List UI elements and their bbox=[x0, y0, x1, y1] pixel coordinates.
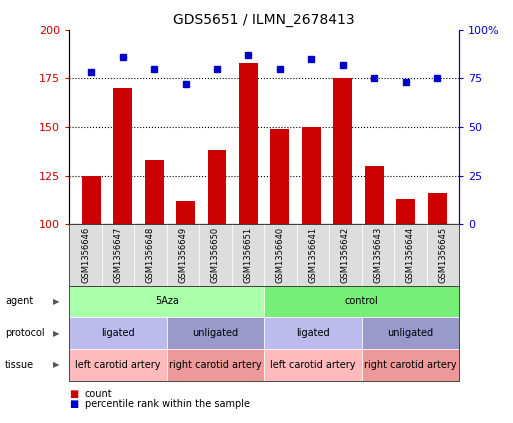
Bar bbox=[302, 127, 321, 224]
Text: right carotid artery: right carotid artery bbox=[169, 360, 262, 370]
Bar bbox=[208, 150, 226, 224]
Text: control: control bbox=[345, 297, 379, 306]
Text: GSM1356646: GSM1356646 bbox=[81, 227, 90, 283]
Text: GSM1356643: GSM1356643 bbox=[373, 227, 382, 283]
Text: ligated: ligated bbox=[101, 328, 135, 338]
Text: left carotid artery: left carotid artery bbox=[75, 360, 161, 370]
Text: unligated: unligated bbox=[387, 328, 433, 338]
Text: protocol: protocol bbox=[5, 328, 45, 338]
Text: 5Aza: 5Aza bbox=[155, 297, 179, 306]
Bar bbox=[82, 176, 101, 224]
Text: ligated: ligated bbox=[296, 328, 330, 338]
Text: GSM1356649: GSM1356649 bbox=[179, 227, 187, 283]
Text: count: count bbox=[85, 389, 112, 399]
Text: tissue: tissue bbox=[5, 360, 34, 370]
Bar bbox=[333, 78, 352, 224]
Text: GSM1356651: GSM1356651 bbox=[244, 227, 252, 283]
Text: GSM1356650: GSM1356650 bbox=[211, 227, 220, 283]
Text: right carotid artery: right carotid artery bbox=[364, 360, 457, 370]
Text: GSM1356642: GSM1356642 bbox=[341, 227, 350, 283]
Bar bbox=[270, 129, 289, 224]
Text: agent: agent bbox=[5, 297, 33, 306]
Text: ▶: ▶ bbox=[53, 360, 60, 369]
Bar bbox=[428, 193, 446, 224]
Text: GSM1356645: GSM1356645 bbox=[439, 227, 447, 283]
Text: GSM1356648: GSM1356648 bbox=[146, 227, 155, 283]
Title: GDS5651 / ILMN_2678413: GDS5651 / ILMN_2678413 bbox=[173, 13, 355, 27]
Text: GSM1356640: GSM1356640 bbox=[276, 227, 285, 283]
Text: GSM1356647: GSM1356647 bbox=[113, 227, 123, 283]
Text: ■: ■ bbox=[69, 389, 78, 399]
Text: unligated: unligated bbox=[192, 328, 239, 338]
Bar bbox=[365, 166, 384, 224]
Text: GSM1356644: GSM1356644 bbox=[406, 227, 415, 283]
Bar bbox=[113, 88, 132, 224]
Text: left carotid artery: left carotid artery bbox=[270, 360, 356, 370]
Text: ▶: ▶ bbox=[53, 297, 60, 306]
Bar bbox=[396, 199, 415, 224]
Text: GSM1356641: GSM1356641 bbox=[308, 227, 318, 283]
Text: ■: ■ bbox=[69, 399, 78, 409]
Bar bbox=[145, 160, 164, 224]
Bar bbox=[176, 201, 195, 224]
Bar bbox=[239, 63, 258, 224]
Text: percentile rank within the sample: percentile rank within the sample bbox=[85, 399, 250, 409]
Text: ▶: ▶ bbox=[53, 329, 60, 338]
